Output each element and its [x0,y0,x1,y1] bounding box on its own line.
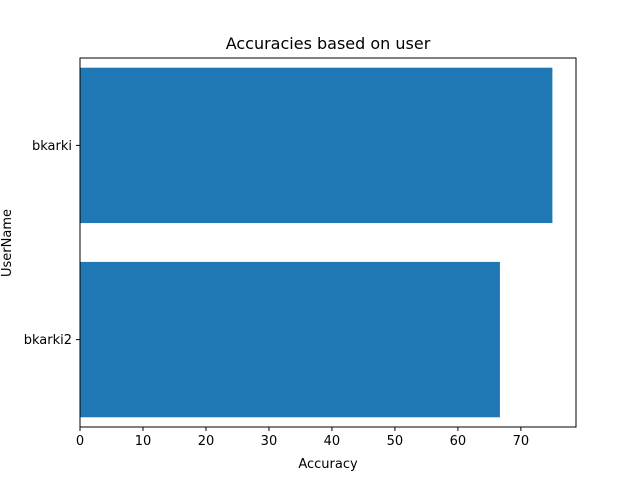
y-axis-ticks: bkarki bkarki2 [24,139,80,348]
bar-bkarki2 [80,261,500,418]
plot-area-frame [79,57,577,428]
x-tick-label: 20 [198,434,215,449]
x-axis-label: Accuracy [298,457,358,472]
x-tick-label: 70 [513,434,530,449]
y-axis-label: UserName [0,209,15,277]
x-tick-label: 10 [135,434,152,449]
y-tick-label-bkarki2: bkarki2 [24,333,72,348]
x-axis-ticks: 0 10 20 30 40 50 60 70 [76,427,529,449]
x-tick-label: 50 [387,434,404,449]
x-tick-label: 0 [76,434,84,449]
x-tick-label: 30 [261,434,278,449]
bar-bkarki [80,67,553,224]
y-tick-label-bkarki: bkarki [32,139,72,154]
x-tick-label: 60 [450,434,467,449]
chart-title: Accuracies based on user [226,34,431,53]
x-tick-label: 40 [324,434,341,449]
bars-group [80,67,553,418]
